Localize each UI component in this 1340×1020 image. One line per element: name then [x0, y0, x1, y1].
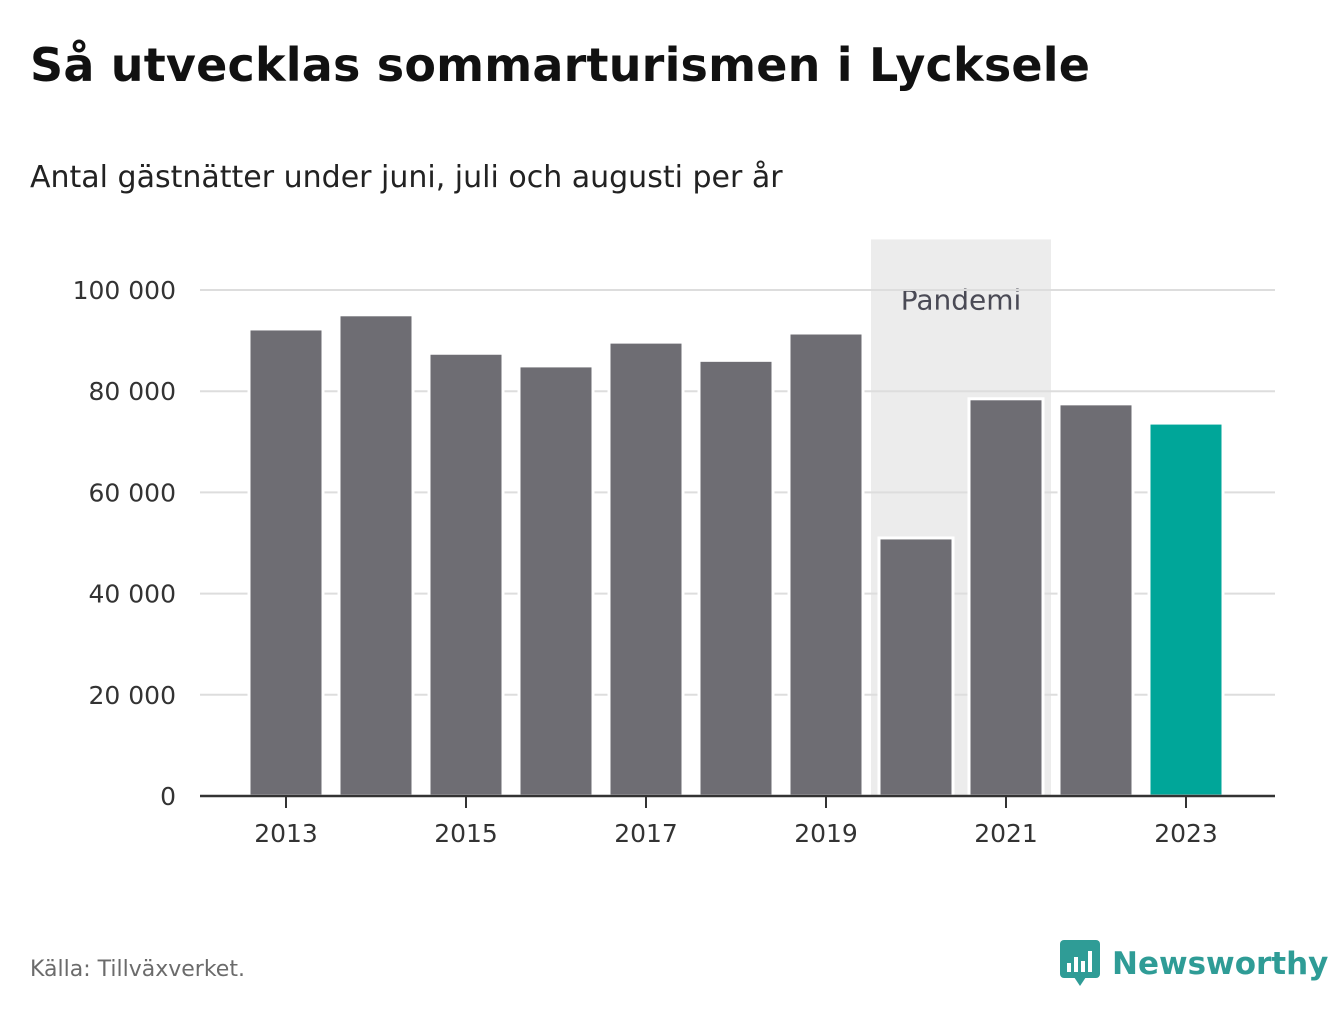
x-tick-label: 2021 [974, 819, 1038, 848]
y-tick-label: 80 000 [89, 377, 176, 406]
y-tick-label: 40 000 [89, 580, 176, 609]
chart-title: Så utvecklas sommarturismen i Lycksele [30, 38, 1091, 92]
x-tick-label: 2013 [254, 819, 318, 848]
y-tick-label: 20 000 [89, 681, 176, 710]
bar-2018 [697, 358, 775, 798]
bar-2013 [247, 327, 325, 798]
y-tick-label: 100 000 [73, 276, 176, 305]
newsworthy-logo-icon [1060, 940, 1100, 986]
bar-2019 [787, 331, 865, 798]
x-tick-label: 2023 [1154, 819, 1218, 848]
bar-2016 [517, 364, 595, 798]
y-tick-label: 60 000 [89, 478, 176, 507]
source-note: Källa: Tillväxverket. [30, 957, 245, 982]
bar-2020 [877, 536, 955, 798]
bar-2023 [1147, 421, 1225, 798]
brand-name: Newsworthy [1112, 946, 1329, 982]
x-tick-label: 2017 [614, 819, 678, 848]
bar-2022 [1057, 402, 1135, 798]
bar-chart: Pandemi 0 20 000 40 000 60 000 80 000 100 000 2… [73, 239, 1275, 848]
bar-2015 [427, 351, 505, 798]
y-tick-label: 0 [160, 782, 176, 811]
x-tick-label: 2019 [794, 819, 858, 848]
bar-2014 [337, 313, 415, 798]
bar-2021 [967, 397, 1045, 798]
x-tick-label: 2015 [434, 819, 498, 848]
chart-subtitle: Antal gästnätter under juni, juli och au… [30, 160, 783, 195]
bar-2017 [607, 340, 685, 798]
brand-logo: Newsworthy [1060, 940, 1328, 988]
pandemic-label: Pandemi [901, 283, 1022, 316]
